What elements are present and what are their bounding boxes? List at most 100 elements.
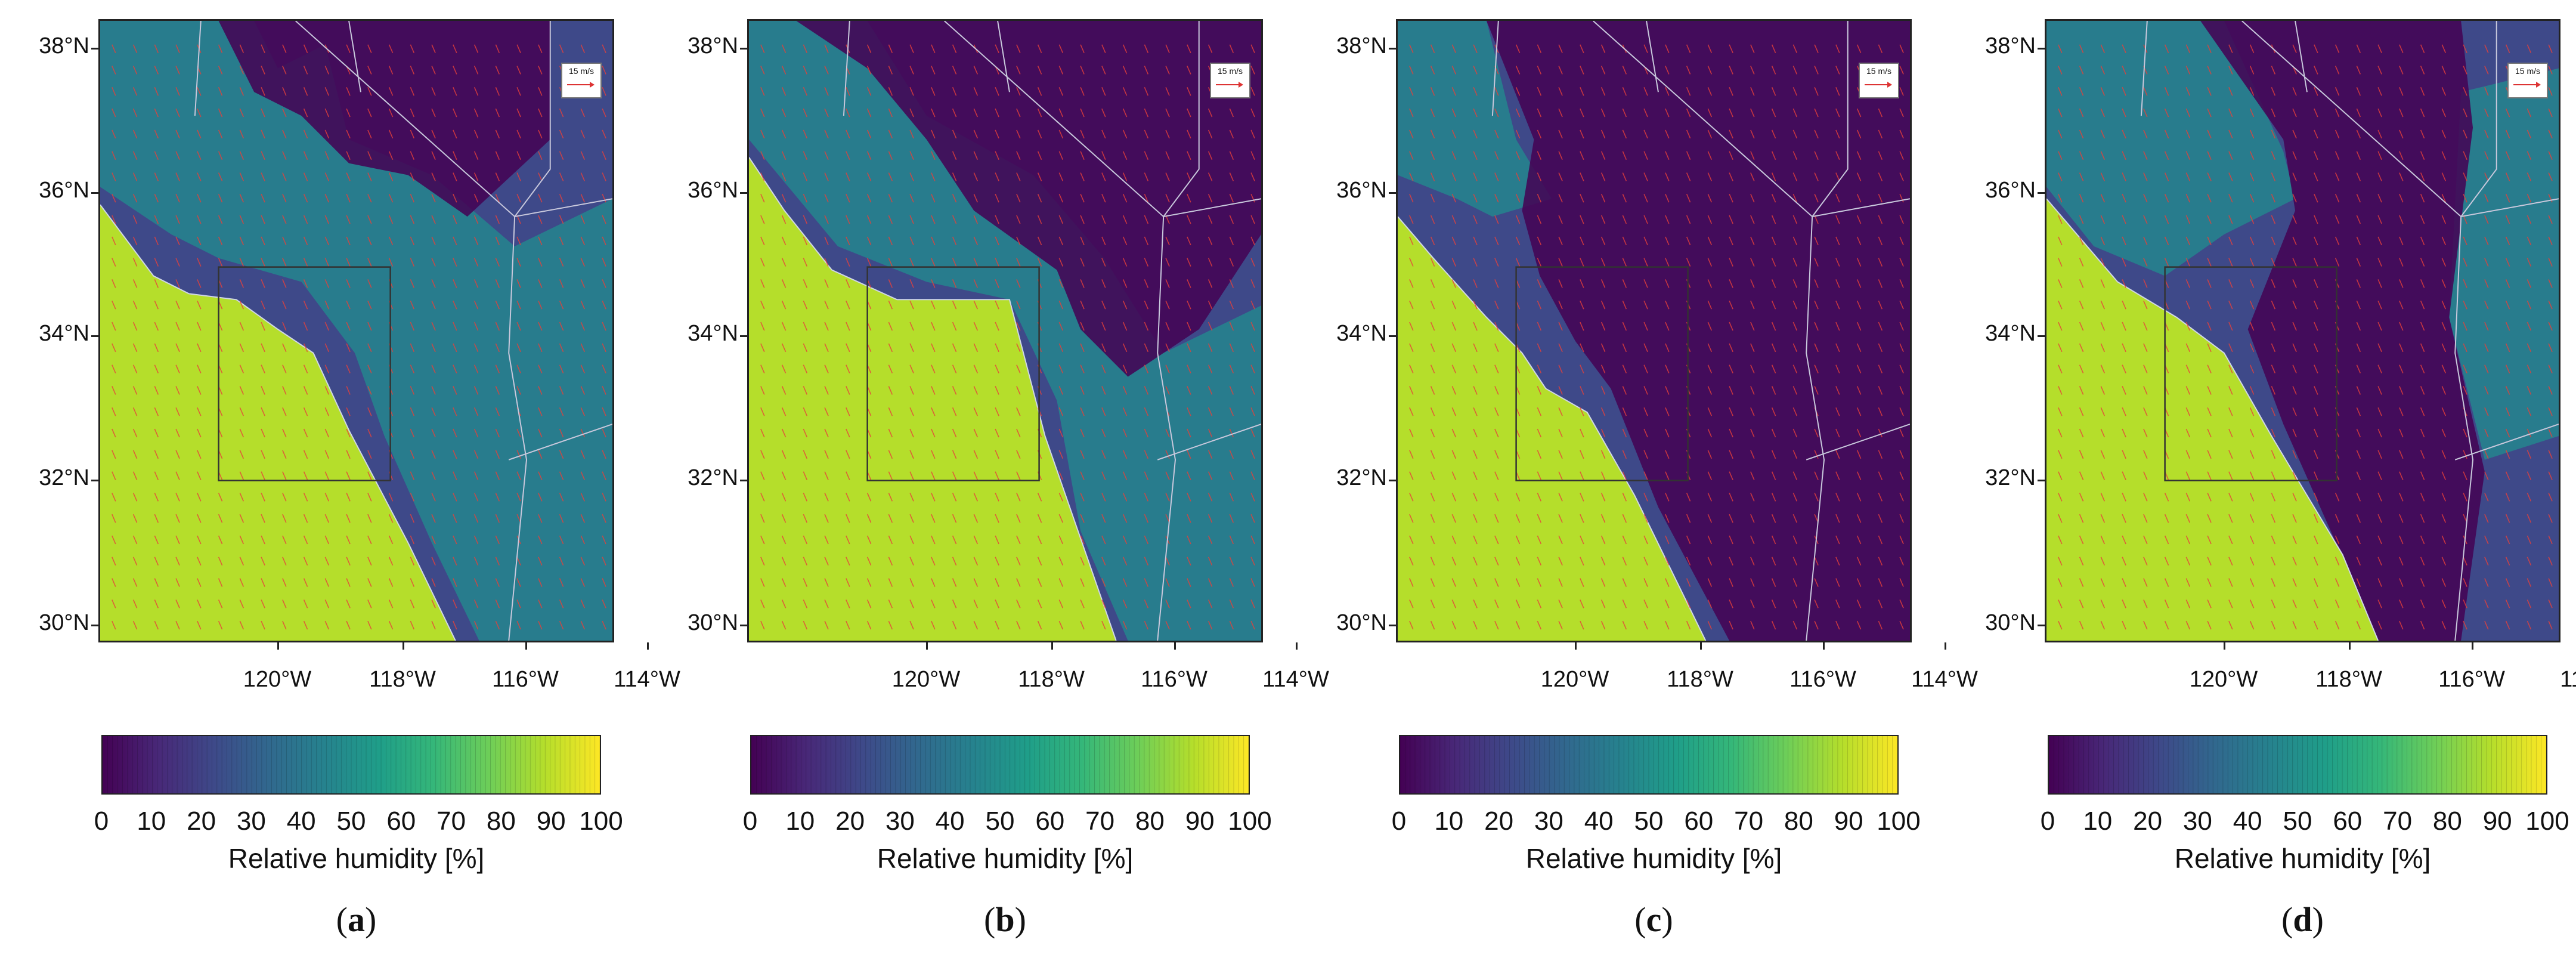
longitude-tick: [2224, 642, 2225, 650]
colorbar-tick-label: 70: [436, 806, 466, 836]
longitude-label: 118°W: [369, 667, 436, 692]
longitude-label: 114°W: [614, 667, 680, 692]
latitude-tick: [1389, 192, 1396, 194]
study-region-box: [218, 266, 391, 481]
study-region-box: [866, 266, 1040, 481]
wind-scale-legend: 15 m/s: [2507, 63, 2548, 98]
latitude-tick: [91, 192, 98, 194]
longitude-label: 120°W: [2189, 667, 2258, 692]
colorbar: [2048, 735, 2547, 795]
latitude-tick: [2038, 335, 2045, 337]
panel-label: (c): [1634, 900, 1673, 939]
colorbar-tick-label: 50: [1634, 806, 1664, 836]
longitude-tick: [1296, 642, 1298, 650]
longitude-tick: [1575, 642, 1577, 650]
colorbar-tick-label: 90: [2482, 806, 2512, 836]
latitude-label: 30°N: [688, 610, 738, 635]
state-borders: [1491, 21, 1910, 641]
humidity-map: 15 m/s: [747, 19, 1263, 642]
map-panel-d: 15 m/s 38°N 36°N 34°N 32°N 30°N 120°W 118°W 11…: [1946, 0, 2576, 958]
colorbar-tick-label: 70: [1085, 806, 1115, 836]
latitude-tick: [2038, 192, 2045, 194]
wind-scale-arrow-icon: [1865, 82, 1892, 88]
colorbar-tick-label: 90: [1834, 806, 1863, 836]
colorbar-title: Relative humidity [%]: [877, 843, 1134, 874]
colorbar-tick-label: 30: [236, 806, 266, 836]
wind-scale-arrow-icon: [567, 82, 595, 88]
latitude-tick: [740, 192, 747, 194]
latitude-tick: [91, 48, 98, 50]
longitude-tick: [926, 642, 928, 650]
latitude-label: 36°N: [688, 178, 738, 203]
map-panel-b: 15 m/s 38°N 36°N 34°N 32°N 30°N 120°W 118°W 11…: [649, 0, 1329, 958]
colorbar-title: Relative humidity [%]: [1525, 843, 1782, 874]
humidity-field: [100, 21, 612, 641]
latitude-label: 34°N: [688, 321, 738, 346]
humidity-field: [749, 21, 1261, 641]
longitude-label: 114°W: [1911, 667, 1978, 692]
study-region-box: [2164, 266, 2337, 481]
colorbar-tick-label: 90: [1185, 806, 1215, 836]
colorbar-tick-label: 20: [2133, 806, 2163, 836]
longitude-tick: [1945, 642, 1946, 650]
humidity-field: [1398, 21, 1910, 641]
state-borders: [2140, 21, 2559, 641]
colorbar-tick-label: 50: [2283, 806, 2312, 836]
colorbar-tick-label: 10: [785, 806, 815, 836]
latitude-label: 30°N: [1336, 610, 1387, 635]
colorbar-tick-label: 30: [2182, 806, 2212, 836]
longitude-label: 114°W: [2560, 667, 2576, 692]
latitude-tick: [740, 625, 747, 626]
colorbar-tick-label: 10: [2083, 806, 2113, 836]
longitude-label: 118°W: [2315, 667, 2382, 692]
latitude-tick: [740, 48, 747, 50]
longitude-tick: [277, 642, 279, 650]
latitude-label: 38°N: [1336, 33, 1387, 58]
colorbar-tick-label: 60: [1684, 806, 1714, 836]
longitude-label: 120°W: [243, 667, 312, 692]
latitude-tick: [2038, 480, 2045, 481]
longitude-tick: [1051, 642, 1053, 650]
humidity-map: 15 m/s: [2045, 19, 2560, 642]
colorbar-tick-label: 40: [2233, 806, 2262, 836]
colorbar-tick-label: 80: [486, 806, 516, 836]
latitude-tick: [2038, 625, 2045, 626]
wind-scale-label: 15 m/s: [1217, 66, 1243, 76]
study-region-box: [1515, 266, 1689, 481]
colorbar: [101, 735, 601, 795]
colorbar-tick-label: 10: [137, 806, 166, 836]
colorbar-tick-label: 40: [935, 806, 965, 836]
latitude-label: 34°N: [1336, 321, 1387, 346]
colorbar-tick-label: 60: [386, 806, 416, 836]
wind-scale-legend: 15 m/s: [1210, 63, 1250, 98]
colorbar-tick-label: 0: [2040, 806, 2055, 836]
latitude-label: 36°N: [1336, 178, 1387, 203]
colorbar-tick-label: 80: [2432, 806, 2462, 836]
state-borders: [843, 21, 1261, 641]
colorbar-tick-label: 80: [1135, 806, 1165, 836]
colorbar-tick-label: 20: [187, 806, 216, 836]
panel-label: (a): [336, 900, 377, 939]
panel-label: (d): [2281, 900, 2324, 939]
latitude-tick: [1389, 625, 1396, 626]
latitude-label: 32°N: [1985, 465, 2036, 490]
map-panel-a: 15 m/s 38°N 36°N 34°N 32°N 30°N 120°W 118°W 11…: [0, 0, 680, 958]
wind-scale-legend: 15 m/s: [561, 63, 602, 98]
wind-scale-label: 15 m/s: [568, 66, 594, 76]
longitude-tick: [1174, 642, 1176, 650]
colorbar-tick-label: 30: [885, 806, 915, 836]
latitude-tick: [1389, 335, 1396, 337]
colorbar-tick-label: 50: [985, 806, 1015, 836]
colorbar-tick-label: 100: [1228, 806, 1272, 836]
colorbar-tick-label: 0: [1391, 806, 1407, 836]
colorbar-tick-label: 80: [1784, 806, 1813, 836]
longitude-label: 116°W: [1141, 667, 1208, 692]
latitude-label: 32°N: [1336, 465, 1387, 490]
colorbar-title: Relative humidity [%]: [228, 843, 485, 874]
colorbar-tick-label: 90: [536, 806, 566, 836]
latitude-tick: [91, 625, 98, 626]
humidity-map: 15 m/s: [1396, 19, 1912, 642]
longitude-tick: [647, 642, 649, 650]
longitude-tick: [1823, 642, 1825, 650]
state-borders: [194, 21, 612, 641]
